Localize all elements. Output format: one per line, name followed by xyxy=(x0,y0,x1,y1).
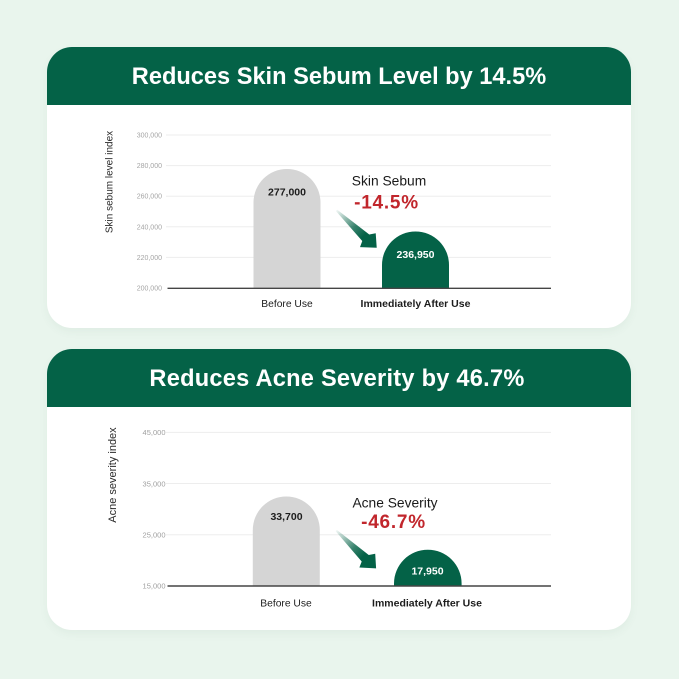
svg-text:Skin Sebum: Skin Sebum xyxy=(352,174,426,189)
svg-text:Acne severity index: Acne severity index xyxy=(107,427,119,523)
svg-text:-46.7%: -46.7% xyxy=(361,512,426,533)
svg-text:25,000: 25,000 xyxy=(143,531,166,540)
svg-text:260,000: 260,000 xyxy=(137,194,162,201)
svg-text:200,000: 200,000 xyxy=(137,286,162,293)
svg-text:33,700: 33,700 xyxy=(270,511,302,523)
svg-text:Immediately After Use: Immediately After Use xyxy=(361,298,471,310)
svg-text:Before Use: Before Use xyxy=(260,598,312,609)
svg-text:300,000: 300,000 xyxy=(137,133,162,140)
svg-text:17,950: 17,950 xyxy=(411,565,443,577)
svg-text:35,000: 35,000 xyxy=(143,479,166,488)
svg-text:240,000: 240,000 xyxy=(137,224,162,231)
svg-text:-14.5%: -14.5% xyxy=(354,192,419,213)
svg-text:45,000: 45,000 xyxy=(143,428,166,437)
svg-text:280,000: 280,000 xyxy=(137,163,162,170)
svg-text:15,000: 15,000 xyxy=(143,582,166,591)
svg-text:Acne Severity: Acne Severity xyxy=(352,496,437,511)
svg-text:236,950: 236,950 xyxy=(397,249,435,261)
svg-text:Before Use: Before Use xyxy=(261,299,313,310)
svg-text:Immediately After Use: Immediately After Use xyxy=(372,597,482,609)
svg-text:Skin sebum level index: Skin sebum level index xyxy=(105,131,116,233)
svg-text:220,000: 220,000 xyxy=(137,255,162,262)
svg-text:277,000: 277,000 xyxy=(268,187,306,199)
